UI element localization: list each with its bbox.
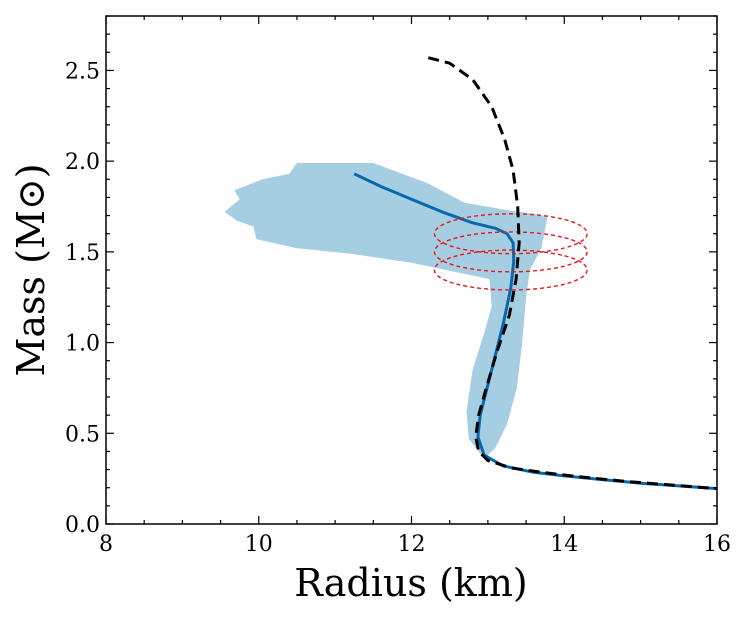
x-tick-label: 8 [99,532,113,557]
credible-band-area [224,163,548,459]
y-tick-label: 0.0 [65,513,100,538]
y-tick-label: 2.0 [65,150,100,175]
y-tick-label: 0.5 [65,422,100,447]
x-tick-label: 10 [245,532,273,557]
x-ticks: 8 10 12 14 16 [99,16,731,557]
y-tick-label: 1.5 [65,241,100,266]
plot-frame [105,15,718,525]
plot-area [224,56,717,491]
y-tick-label: 2.5 [65,59,100,84]
x-tick-label: 14 [550,532,578,557]
constraint-ellipse-3 [433,249,588,291]
constraint-ellipse-2 [433,231,588,273]
y-axis-title: Mass (M⊙) [9,163,53,376]
x-tick-label: 12 [398,532,426,557]
x-tick-label: 16 [703,532,731,557]
x-axis-title: Radius (km) [294,561,527,605]
y-ticks: 0.0 0.5 1.0 1.5 2.0 2.5 [65,15,717,538]
constraint-ellipse-1 [433,213,588,255]
y-tick-label: 1.0 [65,332,100,357]
